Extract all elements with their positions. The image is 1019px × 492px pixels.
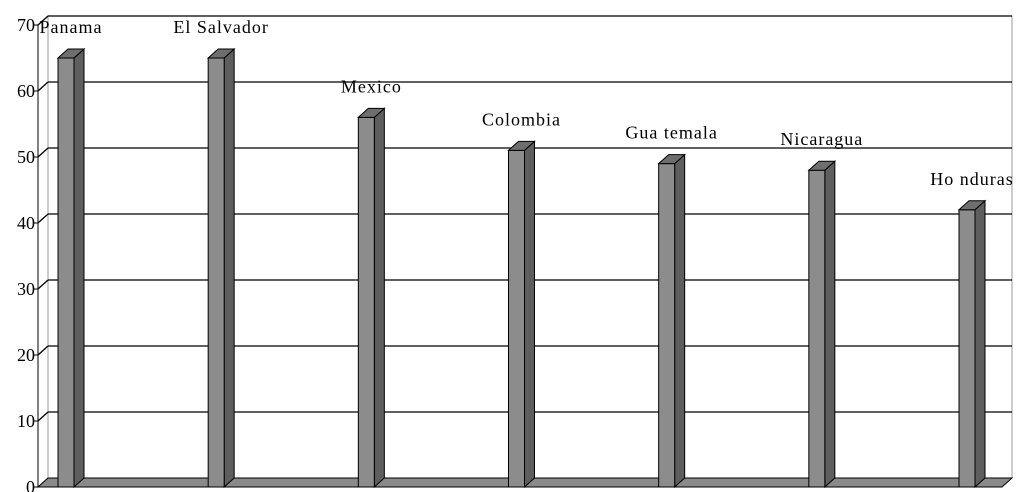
bar	[56, 47, 86, 489]
bar-top	[357, 107, 386, 118]
category-label: Gua temala	[625, 123, 717, 143]
bar-top	[206, 48, 236, 59]
bar	[206, 47, 236, 489]
category-label: Colombia	[482, 109, 561, 129]
bar-side	[73, 47, 85, 489]
y-tick-label: 50	[17, 147, 35, 167]
y-tick-label: 40	[17, 213, 35, 233]
category-label: El Salvador	[173, 17, 268, 37]
bar-side	[373, 107, 385, 489]
gridline-side	[37, 213, 49, 224]
category-labels: Panama El Salvador Mexico Colombia Gua temal…	[40, 17, 1014, 189]
bar-top	[957, 200, 987, 211]
bar-top	[507, 140, 536, 151]
bar-front	[207, 57, 225, 488]
y-tick-label: 20	[17, 345, 35, 365]
y-tick-label: 0	[26, 477, 35, 492]
y-tick-label: 60	[17, 81, 35, 101]
gridline-side	[37, 15, 49, 26]
category-label: Panama	[40, 17, 103, 37]
gridline-side	[37, 81, 49, 92]
bar-front	[57, 57, 75, 488]
gridline-side	[37, 279, 49, 290]
bar	[957, 199, 987, 489]
bar-front	[958, 209, 976, 488]
gridline-side	[37, 411, 49, 422]
bar	[657, 153, 686, 489]
y-tick-label: 10	[17, 411, 35, 431]
bar-top	[56, 48, 86, 59]
bar-front	[508, 149, 525, 488]
category-label: Mexico	[341, 76, 402, 96]
bar-side	[524, 140, 535, 489]
bar	[357, 107, 386, 489]
gridline-side	[37, 147, 49, 158]
bars	[56, 47, 987, 489]
bar-front	[357, 116, 375, 488]
bar-side	[824, 160, 836, 489]
bar	[807, 160, 837, 489]
gridline-side	[37, 345, 49, 356]
bar	[507, 140, 536, 489]
bar-top	[807, 160, 837, 171]
bar-front	[658, 163, 676, 488]
bar-front	[808, 169, 826, 488]
y-tick-label: 30	[17, 279, 35, 299]
bar-side	[974, 199, 986, 489]
category-label: Ho nduras	[930, 169, 1014, 189]
bar-side	[223, 47, 235, 489]
y-axis-ticks: 0 10 20 30 40 50 60 70	[17, 15, 38, 492]
category-label: Nicaragua	[780, 129, 863, 149]
bar-top	[657, 154, 686, 165]
bar-side	[674, 153, 686, 489]
y-tick-label: 70	[17, 15, 35, 35]
